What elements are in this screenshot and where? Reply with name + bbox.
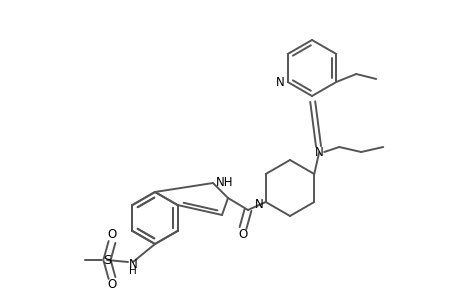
Text: H: H bbox=[129, 266, 137, 276]
Text: N: N bbox=[129, 257, 137, 271]
Text: O: O bbox=[107, 229, 117, 242]
Text: N: N bbox=[254, 197, 263, 211]
Text: S: S bbox=[103, 254, 111, 266]
Text: O: O bbox=[107, 278, 117, 292]
Text: N: N bbox=[314, 146, 323, 158]
Text: O: O bbox=[238, 229, 247, 242]
Text: NH: NH bbox=[216, 176, 233, 188]
Text: N: N bbox=[275, 76, 284, 88]
